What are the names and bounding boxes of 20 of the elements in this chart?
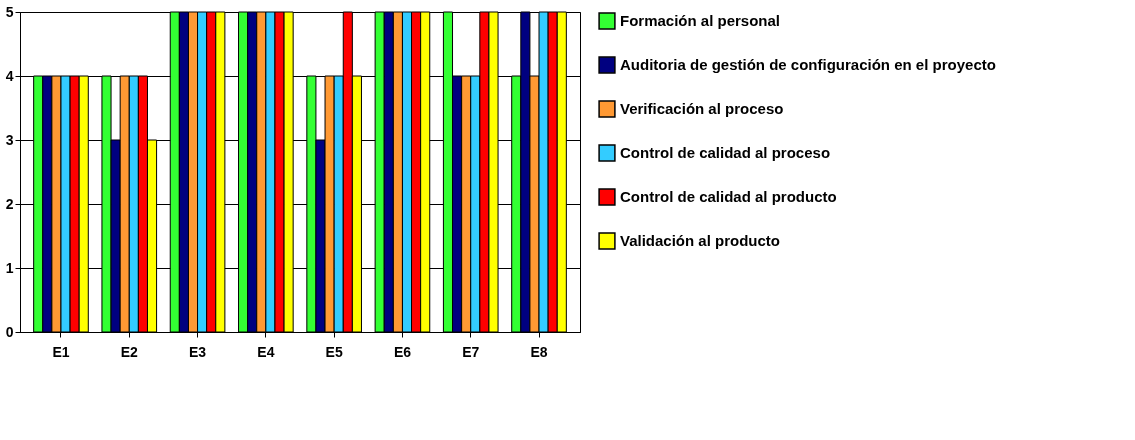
x-tick-label: E8: [530, 343, 548, 360]
legend-label: Validación al producto: [620, 232, 781, 249]
y-tick-label: 2: [5, 195, 14, 212]
legend-label: Formación al personal: [620, 12, 781, 29]
legend-label: Control de calidad al producto: [620, 188, 837, 205]
y-tick-label: 4: [5, 67, 14, 84]
x-tick-label: E6: [393, 343, 412, 360]
y-tick-label: 3: [5, 131, 14, 148]
x-tick-label: E1: [52, 343, 70, 360]
y-tick-label: 1: [5, 259, 14, 276]
legend-label: Auditoria de gestión de configuración en el proyecto: [620, 56, 996, 73]
x-tick-label: E2: [120, 343, 139, 360]
x-tick-label: E5: [325, 343, 343, 360]
y-tick-label: 0: [5, 323, 14, 340]
legend-label: Verificación al proceso: [620, 100, 784, 117]
x-tick-label: E7: [462, 343, 480, 360]
x-tick-label: E3: [189, 343, 207, 360]
x-tick-label: E4: [257, 343, 275, 360]
legend-label: Control de calidad al proceso: [620, 144, 831, 161]
y-tick-label: 5: [5, 3, 14, 20]
